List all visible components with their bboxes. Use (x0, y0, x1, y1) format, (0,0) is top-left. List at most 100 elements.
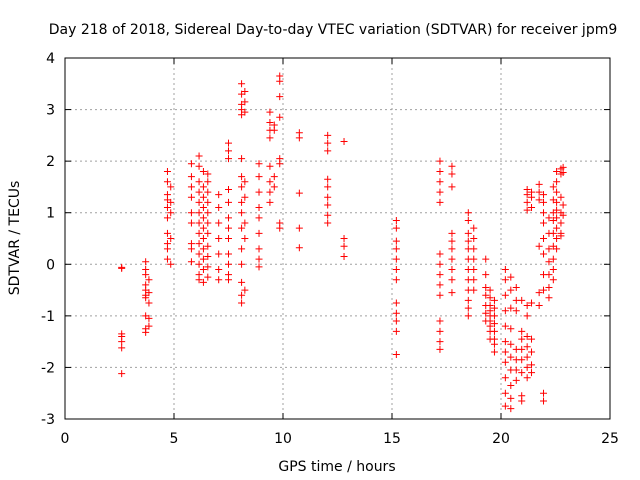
data-point (392, 216, 400, 224)
data-point (557, 193, 565, 201)
data-point (266, 178, 274, 186)
data-point (392, 224, 400, 232)
data-point (340, 138, 348, 146)
data-point (142, 294, 150, 302)
data-point (523, 353, 531, 361)
data-point (215, 204, 223, 212)
data-point (255, 255, 263, 263)
data-point (276, 160, 284, 168)
data-point (512, 307, 520, 315)
data-point (204, 229, 212, 237)
data-point (559, 168, 567, 176)
data-point (464, 312, 472, 320)
data-point (195, 162, 203, 170)
data-point (241, 286, 249, 294)
data-point (225, 186, 232, 194)
data-point (167, 183, 175, 191)
data-point (436, 345, 444, 353)
data-point (238, 224, 246, 232)
data-point (195, 188, 203, 196)
data-point (187, 183, 195, 191)
data-point (436, 327, 444, 335)
data-point (142, 271, 150, 279)
data-point (255, 229, 263, 237)
data-point (324, 211, 332, 219)
data-point (225, 260, 232, 268)
data-point (163, 214, 171, 222)
data-point (523, 363, 531, 371)
data-point (195, 178, 203, 186)
data-point (238, 291, 246, 299)
data-point (540, 219, 548, 227)
data-point (324, 193, 332, 201)
data-point (238, 173, 246, 181)
data-point (225, 147, 232, 155)
data-point (528, 369, 536, 377)
data-point (448, 265, 456, 273)
data-point (392, 245, 400, 253)
data-point (545, 271, 553, 279)
data-point (199, 193, 207, 201)
data-point (559, 201, 567, 209)
data-point (266, 118, 274, 126)
grid (65, 58, 610, 419)
data-point (528, 204, 536, 212)
data-point (448, 245, 456, 253)
y-tick-label: 1 (46, 206, 55, 222)
data-point (523, 374, 531, 382)
data-point (501, 291, 509, 299)
data-point (241, 108, 249, 116)
data-point (518, 356, 526, 364)
data-point (199, 183, 207, 191)
data-point (118, 370, 126, 378)
data-point (553, 214, 561, 222)
data-point (215, 191, 223, 199)
data-point (501, 358, 509, 366)
data-point (448, 289, 456, 297)
data-point (549, 183, 557, 191)
data-point (163, 255, 171, 263)
data-point (266, 198, 274, 206)
data-point (392, 327, 400, 335)
data-point (507, 353, 515, 361)
data-point (199, 255, 207, 263)
data-point (436, 178, 444, 186)
data-point (195, 209, 203, 217)
data-point (270, 183, 278, 191)
data-point (270, 126, 278, 134)
y-tick-label: -2 (41, 360, 55, 376)
data-point (238, 209, 246, 217)
data-point (553, 167, 561, 175)
y-tick-label: 0 (46, 257, 55, 273)
data-point (512, 283, 520, 291)
data-point (118, 263, 126, 271)
data-point (225, 198, 232, 206)
data-point (549, 229, 557, 237)
data-point (167, 260, 175, 268)
y-tick-label: -3 (41, 412, 55, 428)
data-point (545, 283, 553, 291)
data-point (540, 286, 548, 294)
data-point (204, 219, 212, 227)
data-point (501, 402, 509, 410)
data-point (501, 322, 509, 330)
data-point (255, 245, 263, 253)
data-point (535, 302, 543, 310)
data-point (523, 312, 531, 320)
data-point (276, 224, 284, 232)
data-point (324, 219, 332, 227)
x-tick-label: 10 (274, 431, 292, 447)
y-tick-label: 3 (46, 103, 55, 119)
data-point (255, 173, 263, 181)
data-point (448, 183, 456, 191)
data-point (142, 258, 150, 266)
data-point (199, 245, 207, 253)
data-point (482, 271, 490, 279)
data-point (225, 139, 232, 147)
data-point (545, 258, 553, 266)
data-point (276, 93, 284, 101)
data-point (559, 211, 567, 219)
data-point (204, 188, 212, 196)
data-point (448, 237, 456, 245)
